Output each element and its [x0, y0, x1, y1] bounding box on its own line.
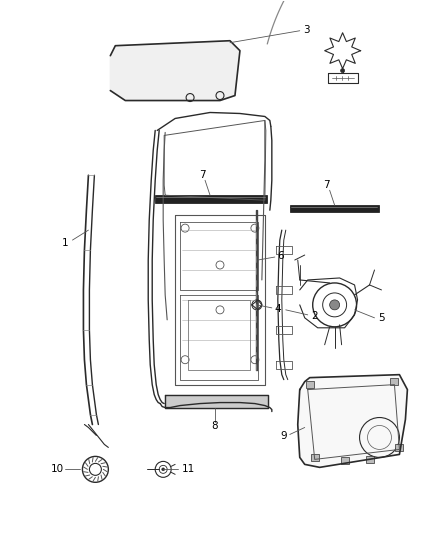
- Text: 4: 4: [275, 304, 281, 314]
- Circle shape: [330, 300, 339, 310]
- Bar: [155, 195, 267, 203]
- Text: 1: 1: [62, 238, 69, 248]
- Text: 8: 8: [212, 422, 218, 432]
- Text: 3: 3: [304, 25, 310, 35]
- Polygon shape: [110, 41, 240, 101]
- Text: 6: 6: [278, 251, 284, 261]
- Text: 2: 2: [311, 311, 318, 321]
- Bar: [311, 455, 319, 462]
- Polygon shape: [298, 375, 407, 467]
- Polygon shape: [165, 394, 268, 408]
- Text: 7: 7: [199, 170, 205, 180]
- Text: 11: 11: [181, 464, 195, 474]
- Text: 5: 5: [378, 313, 385, 323]
- Bar: [341, 457, 349, 464]
- Bar: [390, 378, 399, 385]
- Circle shape: [341, 69, 345, 72]
- Bar: [290, 205, 379, 212]
- Bar: [396, 445, 403, 451]
- Bar: [306, 381, 314, 387]
- Circle shape: [162, 468, 165, 471]
- Text: 9: 9: [280, 431, 287, 441]
- Text: 7: 7: [323, 180, 330, 190]
- Bar: [366, 456, 374, 463]
- Text: 10: 10: [51, 464, 64, 474]
